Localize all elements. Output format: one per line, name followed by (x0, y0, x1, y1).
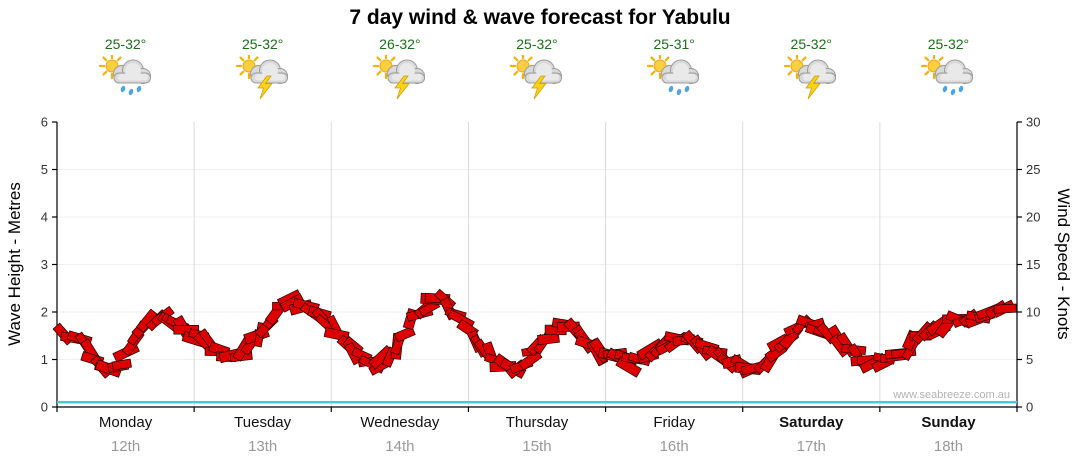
temperature-range: 25-32° (104, 36, 147, 52)
svg-text:0: 0 (1026, 400, 1033, 415)
day-header-wednesday: 26-32° (331, 36, 468, 103)
day-date: 15th (522, 438, 552, 455)
temperature-range: 25-32° (790, 36, 832, 52)
day-footer-wednesday: Wednesday 14th (331, 414, 468, 455)
svg-text:30: 30 (1026, 115, 1040, 130)
day-name: Tuesday (234, 414, 292, 431)
storm-icon (468, 52, 605, 103)
svg-text:2: 2 (41, 305, 48, 320)
day-date: 17th (796, 438, 826, 455)
svg-text:10: 10 (1026, 305, 1040, 320)
sun-cloud-rain-icon (606, 52, 743, 103)
day-date: 18th (933, 438, 964, 455)
day-name: Monday (98, 414, 153, 431)
day-name: Thursday (505, 414, 569, 431)
day-header-friday: 25-31° (606, 36, 743, 103)
day-date: 12th (110, 438, 141, 455)
svg-text:5: 5 (41, 162, 48, 177)
sun-cloud-rain-icon (57, 52, 194, 103)
day-header-sunday: 25-32° (880, 36, 1017, 103)
axes (52, 121, 1022, 412)
svg-text:0: 0 (41, 400, 48, 415)
svg-text:3: 3 (41, 257, 48, 272)
day-name: Sunday (921, 414, 976, 431)
day-date: 16th (659, 438, 689, 455)
svg-text:4: 4 (41, 210, 48, 225)
day-name: Wednesday (360, 414, 440, 431)
day-footer-monday: Monday 12th (57, 414, 194, 455)
temperature-range: 25-32° (516, 36, 558, 52)
storm-icon (331, 52, 468, 103)
svg-text:1: 1 (41, 352, 48, 367)
day-header-thursday: 25-32° (468, 36, 605, 103)
day-header-tuesday: 25-32° (194, 36, 331, 103)
temperature-range: 25-32° (241, 36, 284, 52)
day-footer-tuesday: Tuesday 13th (194, 414, 331, 455)
tick-labels: 0 1 2 3 4 5 6 0 5 10 15 20 25 30 (41, 115, 1041, 415)
left-axis-label: Wave Height - Metres (5, 182, 24, 346)
svg-text:25: 25 (1026, 162, 1040, 177)
day-header-monday: 25-32° (57, 36, 194, 103)
svg-text:20: 20 (1026, 210, 1040, 225)
temperature-range: 25-32° (927, 36, 970, 52)
day-footer-saturday: Saturday 17th (743, 414, 880, 455)
day-date: 14th (385, 438, 415, 455)
svg-text:15: 15 (1026, 257, 1040, 272)
day-footer-thursday: Thursday 15th (468, 414, 605, 455)
day-header-saturday: 25-32° (743, 36, 880, 103)
day-footer-sunday: Sunday 18th (880, 414, 1017, 455)
watermark: www.seabreeze.com.au (893, 389, 1010, 401)
page-title: 7 day wind & wave forecast for Yabulu (349, 6, 731, 29)
temperature-range: 25-31° (653, 36, 695, 52)
sun-cloud-rain-icon (880, 52, 1017, 103)
day-date: 13th (248, 438, 278, 455)
storm-icon (743, 52, 880, 103)
storm-icon (194, 52, 331, 103)
svg-text:5: 5 (1026, 352, 1033, 367)
day-name: Saturday (779, 414, 844, 431)
svg-text:6: 6 (41, 115, 48, 130)
wind-speed-series (52, 288, 1017, 380)
right-axis-label: Wind Speed - Knots (1054, 188, 1073, 340)
temperature-range: 26-32° (379, 36, 421, 52)
day-name: Friday (653, 414, 695, 431)
day-footer-friday: Friday 16th (606, 414, 743, 455)
